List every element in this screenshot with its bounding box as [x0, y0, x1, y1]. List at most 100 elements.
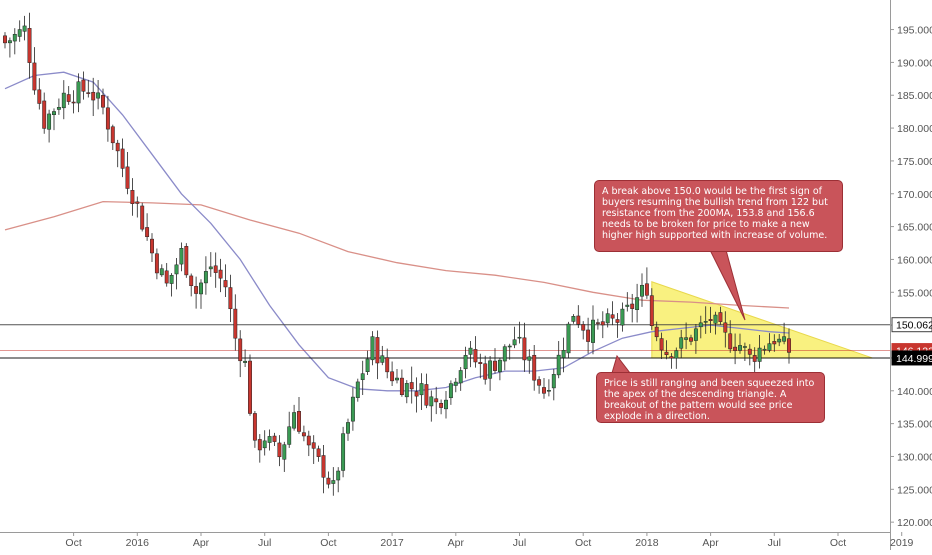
candle-body — [630, 303, 635, 309]
candle-body — [61, 92, 66, 109]
y-tick-label: 190.000 — [897, 57, 932, 69]
x-tick-label: Jul — [258, 537, 271, 549]
candle-body — [37, 89, 42, 104]
candle-body — [110, 126, 115, 144]
candle-body — [390, 371, 395, 382]
candle-body — [22, 25, 27, 32]
candle-body — [468, 347, 473, 355]
candle-body — [566, 323, 571, 354]
candle-body — [91, 91, 96, 101]
candle-body — [399, 377, 404, 395]
annotation-upper-note-text: A break above 150.0 would be the first s… — [602, 186, 828, 241]
candle-body — [150, 238, 154, 254]
candle-body — [267, 436, 272, 443]
candle-body — [453, 381, 458, 386]
candle-body — [718, 312, 723, 322]
price-tag-label-resistance: 150.062 — [896, 320, 932, 332]
candle-body — [115, 142, 120, 152]
candle-body — [693, 328, 698, 341]
candle-body — [257, 439, 262, 451]
y-tick-label: 135.000 — [897, 419, 932, 431]
candle-body — [527, 356, 532, 361]
candle-body — [581, 324, 586, 331]
candle-body — [316, 448, 321, 457]
candle-body — [282, 444, 287, 460]
annotation-lower-note: Price is still ranging and been squeezed… — [596, 372, 825, 423]
x-tick-label: Oct — [830, 537, 846, 549]
candle-body — [179, 248, 184, 265]
candle-body — [56, 107, 61, 110]
candle-body — [297, 411, 301, 432]
x-tick-label: 2019 — [890, 537, 914, 549]
candle-body — [444, 399, 448, 410]
candle-body — [537, 379, 542, 386]
candle-body — [747, 348, 752, 355]
candle-body — [522, 337, 527, 361]
candle-body — [424, 384, 429, 406]
candle-body — [507, 345, 512, 348]
candle-body — [546, 390, 551, 392]
candle-body — [395, 377, 399, 381]
candle-body — [135, 201, 140, 204]
x-tick-label: Oct — [65, 537, 81, 549]
y-tick-label: 130.000 — [897, 451, 932, 463]
candle-body — [708, 319, 713, 321]
candle-body — [404, 383, 409, 398]
candle-body — [380, 355, 385, 363]
candle-body — [517, 336, 522, 339]
annotation-lower-note-text: Price is still ranging and been squeezed… — [604, 378, 815, 422]
candle-body — [542, 387, 546, 394]
y-tick-label: 175.000 — [897, 156, 932, 168]
candle-body — [591, 319, 595, 343]
candle-body — [252, 413, 257, 441]
candle-body — [659, 338, 664, 351]
candle-body — [674, 350, 679, 359]
candle-body — [723, 322, 728, 333]
candle-body — [311, 442, 316, 449]
candle-body — [414, 391, 419, 397]
candle-body — [52, 111, 56, 115]
candle-body — [145, 227, 150, 238]
candle-body — [728, 333, 733, 350]
candle-body — [7, 40, 12, 44]
candle-body — [561, 350, 566, 358]
candle-body — [184, 246, 189, 276]
candle-body — [370, 336, 375, 361]
candle-body — [576, 315, 581, 325]
x-tick-label: Jul — [768, 537, 781, 549]
candle-body — [42, 100, 47, 129]
x-tick-label: Oct — [575, 537, 591, 549]
candle-body — [125, 166, 130, 189]
candle-body — [532, 354, 537, 381]
candle-body — [556, 354, 561, 376]
candle-body — [346, 422, 350, 434]
y-tick-label: 160.000 — [897, 254, 932, 266]
x-tick-label: 2017 — [380, 537, 404, 549]
candle-body — [154, 253, 159, 274]
candle-body — [497, 359, 502, 373]
candle-body — [733, 346, 738, 351]
candle-body — [159, 268, 164, 276]
candle-body — [698, 322, 703, 328]
candle-body — [502, 346, 507, 362]
candle-body — [243, 360, 248, 363]
candle-body — [213, 265, 218, 273]
candle-body — [649, 295, 654, 327]
y-tick-label: 180.000 — [897, 123, 932, 135]
candle-body — [233, 308, 238, 339]
candle-body — [350, 396, 355, 422]
candle-body — [105, 107, 110, 130]
candle-body — [483, 363, 488, 380]
candle-body — [287, 426, 292, 445]
candle-body — [419, 383, 424, 396]
y-tick-label: 165.000 — [897, 222, 932, 234]
candle-body — [375, 337, 380, 364]
candle-body — [174, 264, 179, 275]
candle-body — [458, 370, 463, 384]
price-tag-resistance — [891, 317, 932, 333]
x-tick-label: Jul — [513, 537, 526, 549]
candle-body — [336, 470, 341, 481]
